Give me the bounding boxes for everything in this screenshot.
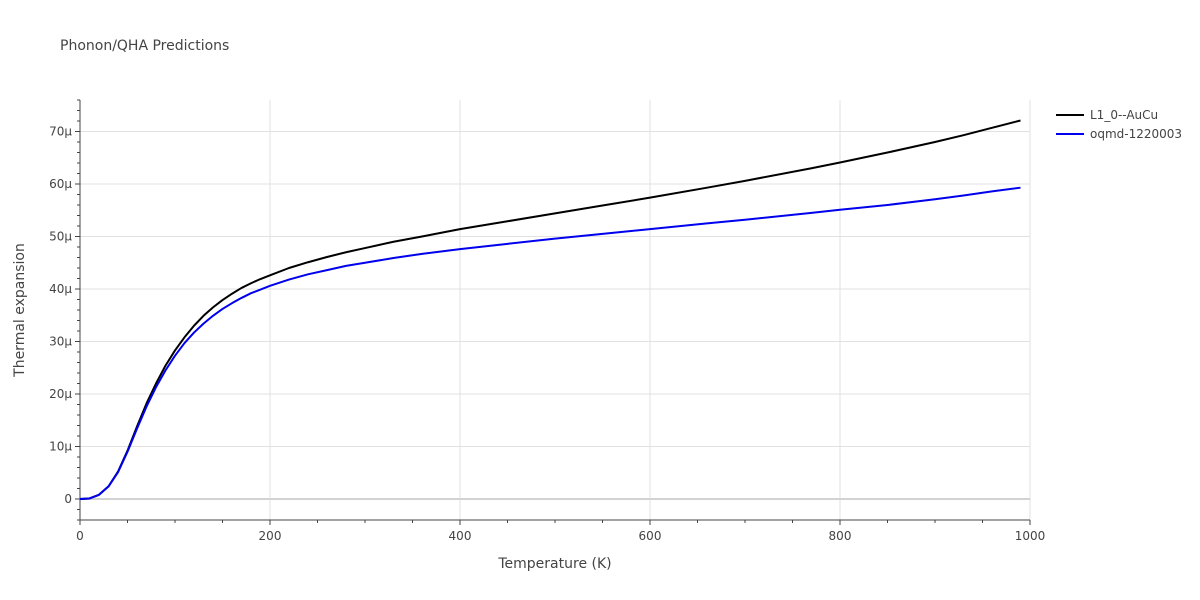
x-axis-label: Temperature (K): [497, 556, 611, 572]
x-tick-label: 1000: [1015, 529, 1046, 543]
x-tick-label: 400: [449, 529, 472, 543]
y-tick-label: 10μ: [49, 440, 72, 454]
x-tick-label: 0: [76, 529, 84, 543]
x-tick-label: 800: [829, 529, 852, 543]
y-axis-label: Thermal expansion: [12, 243, 28, 378]
legend-item-1[interactable]: L1_0--AuCu: [1056, 108, 1158, 122]
legend[interactable]: L1_0--AuCu oqmd-1220003: [1056, 108, 1182, 141]
y-tick-label: 30μ: [49, 335, 72, 349]
legend-label: oqmd-1220003: [1090, 127, 1182, 141]
grid: [80, 100, 1031, 520]
series-line-2: [79, 186, 1021, 500]
y-tick-label: 40μ: [49, 282, 72, 296]
y-tick-label: 20μ: [49, 387, 72, 401]
y-tick-label: 70μ: [49, 125, 72, 139]
series-lines: [79, 119, 1021, 500]
y-tick-label: 0: [64, 492, 72, 506]
y-tick-label: 60μ: [49, 177, 72, 191]
axes: 0 200 400 600 800 1000 0 10μ 20μ 30μ 40μ 50μ 60μ 70μ: [49, 99, 1046, 543]
legend-label: L1_0--AuCu: [1090, 108, 1158, 122]
series-line-1: [79, 119, 1021, 500]
x-tick-label: 200: [259, 529, 282, 543]
y-tick-label: 50μ: [49, 230, 72, 244]
x-tick-label: 600: [639, 529, 662, 543]
chart-title: Phonon/QHA Predictions: [60, 38, 229, 54]
legend-item-2[interactable]: oqmd-1220003: [1056, 127, 1182, 141]
